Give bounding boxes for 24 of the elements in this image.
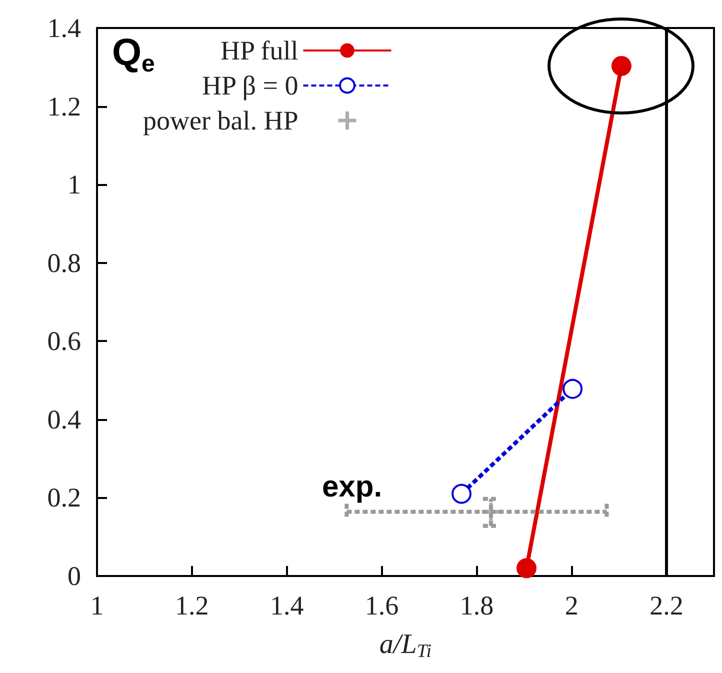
- x-tick-label: 2.2: [650, 590, 684, 620]
- y-tick-label: 0.2: [47, 482, 81, 513]
- legend-label: power bal. HP: [142, 106, 298, 136]
- y-tick-label: 1.2: [47, 91, 81, 122]
- x-tick-label: 1.2: [175, 590, 209, 620]
- point: [562, 378, 583, 399]
- point: [452, 484, 472, 504]
- y-tick-label: 0: [68, 561, 81, 591]
- annotation: exp.: [322, 470, 382, 504]
- legend-label: HP full: [220, 36, 298, 66]
- x-tick-label: 2: [564, 590, 578, 620]
- y-tick-label: 1.4: [47, 13, 82, 43]
- x-tick-label: 1.6: [364, 590, 399, 620]
- y-tick-label: 0.4: [47, 404, 82, 434]
- y-tick-label: 0.6: [47, 326, 81, 356]
- point: [516, 558, 537, 578]
- legend-label: HP β = 0: [202, 70, 298, 100]
- y-tick-label: 0.8: [47, 248, 81, 278]
- point: [611, 56, 632, 76]
- y-tick-label: 1: [68, 170, 81, 200]
- x-tick-label: 1: [90, 590, 104, 620]
- x-tick-label: 1.8: [460, 590, 494, 620]
- x-tick-label: 1.4: [270, 590, 304, 620]
- point: [482, 502, 500, 521]
